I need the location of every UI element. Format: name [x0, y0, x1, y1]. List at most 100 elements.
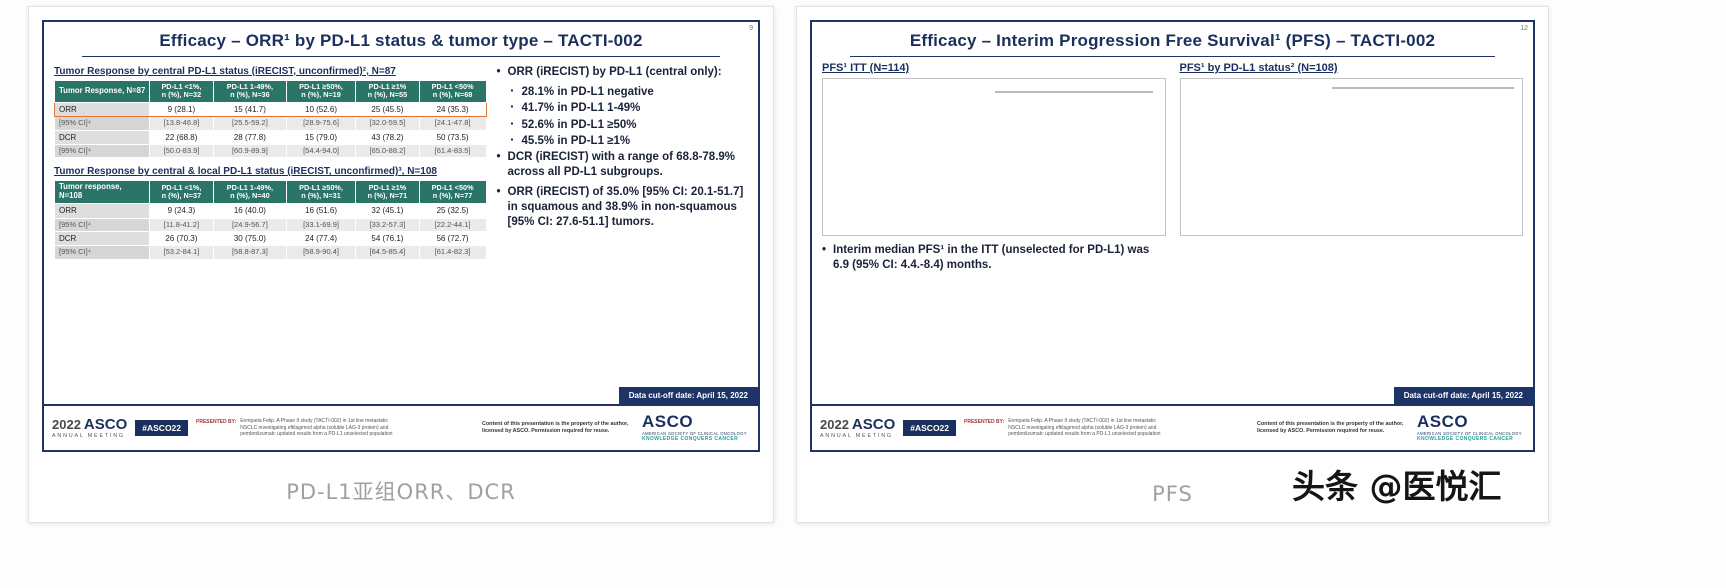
presented-by-text: Enriqueta Felip. A Phase II study (TACTI…	[1008, 418, 1161, 438]
slide-header: 12 Efficacy – Interim Progression Free S…	[812, 22, 1533, 57]
presented-by-label: PRESENTED BY:	[196, 419, 237, 426]
pdl1-bullet-block	[1182, 243, 1524, 273]
asco-society-text: AMERICAN SOCIETY OF CLINICAL ONCOLOGY	[642, 430, 747, 436]
row-header: [95% CI]⁴	[54, 245, 150, 260]
asco-tagline: KNOWLEDGE CONQUERS CANCER	[1417, 436, 1514, 443]
cell: 54 (76.1)	[355, 231, 420, 247]
row-header: [95% CI]⁴	[54, 115, 150, 131]
central-local-pdl1-response-table: Tumor response, N=108 PD-L1 <1%, n (%), N…	[54, 180, 487, 260]
asco-logo: ASCO AMERICAN SOCIETY OF CLINICAL ONCOLO…	[1417, 412, 1525, 443]
cell: [22.2-44.1]	[418, 217, 487, 233]
table-header-row: Tumor Response, N=87 PD-L1 <1%, n (%), N=…	[54, 80, 487, 103]
table-col-header: PD-L1 ≥1% n (%), N=71	[355, 180, 420, 205]
presented-by-block: PRESENTED BY: Enriqueta Felip. A Phase I…	[964, 418, 1162, 438]
row-header: DCR	[54, 129, 150, 145]
itt-bullet-block: Interim median PFS¹ in the ITT (unselect…	[822, 243, 1164, 273]
cell: 15 (41.7)	[212, 101, 287, 117]
cell: [24.1-47.8]	[418, 115, 487, 131]
footer-asco: ASCO	[83, 415, 128, 433]
slide-header: 9 Efficacy – ORR¹ by PD-L1 status & tumo…	[44, 22, 758, 57]
asco-logo-text: ASCO	[1417, 412, 1469, 432]
table-row: ORR 9 (28.1) 15 (41.7) 10 (52.6) 25 (45.5) 24…	[54, 101, 487, 117]
cell: [61.4-83.5]	[418, 143, 487, 159]
asco-tagline: KNOWLEDGE CONQUERS CANCER	[642, 436, 739, 443]
cell: [65.0-88.2]	[355, 143, 420, 159]
itt-km-chart	[844, 82, 1144, 232]
cell: [28.9-75.6]	[285, 115, 357, 131]
asco-annual-meeting-logo: 2022 ASCO ANNUAL MEETING	[820, 417, 895, 439]
table-col-header: PD-L1 <50% n (%), N=77	[418, 180, 487, 205]
table-row: [95% CI]⁴ [53.2-84.1] [58.8-87.3] [58.9-90.…	[54, 245, 487, 260]
asco-annual-meeting-logo: 2022 ASCO ANNUAL MEETING	[52, 417, 127, 439]
table-row: [95% CI]⁴ [50.0-83.9] [60.9-89.9] [54.4-94.…	[54, 143, 487, 159]
slide-footer: 2022 ASCO ANNUAL MEETING #ASCO22 PRESENT…	[812, 404, 1533, 450]
asco-logo-text: ASCO	[642, 412, 694, 432]
cell: [11.8-41.2]	[148, 217, 214, 233]
table2-caption: Tumor Response by central & local PD-L1 …	[54, 166, 437, 178]
cell: 22 (68.8)	[148, 129, 214, 145]
slide-body: Tumor Response by central PD-L1 status (…	[44, 57, 758, 404]
cell: [33.2-57.3]	[355, 217, 420, 233]
cell: [24.9-56.7]	[212, 217, 287, 233]
sub-bullet-item: 28.1% in PD-L1 negative	[511, 85, 748, 99]
itt-km-panel	[822, 78, 1166, 236]
table1-caption: Tumor Response by central PD-L1 status (…	[54, 66, 396, 77]
cell: [25.5-59.2]	[212, 115, 287, 131]
cell: 43 (78.2)	[355, 129, 420, 145]
footer-year: 2022	[52, 416, 81, 432]
presented-by-text: Enriqueta Felip. A Phase II study (TACTI…	[240, 418, 393, 438]
row-header: ORR	[54, 203, 150, 219]
cell: 56 (72.7)	[418, 231, 487, 247]
orr-slide: 9 Efficacy – ORR¹ by PD-L1 status & tumo…	[42, 20, 760, 452]
table-col-header: PD-L1 <1%, n (%), N=37	[148, 180, 214, 205]
cell: [13.8-46.8]	[148, 115, 214, 131]
table-col-header: PD-L1 ≥50%, n (%), N=31	[285, 180, 357, 205]
asco22-hashtag-badge: #ASCO22	[903, 420, 957, 436]
sub-bullet-item: 52.6% in PD-L1 ≥50%	[511, 118, 748, 132]
row-header: [95% CI]⁴	[54, 143, 150, 159]
cell: [61.4-82.3]	[418, 245, 487, 260]
presented-by-label: PRESENTED BY:	[964, 419, 1005, 426]
bullet-item: Interim median PFS¹ in the ITT (unselect…	[822, 243, 1164, 273]
slide-title: Efficacy – Interim Progression Free Surv…	[909, 31, 1436, 50]
cell: 24 (35.3)	[418, 101, 487, 117]
table-row: ORR 9 (24.3) 16 (40.0) 16 (51.6) 32 (45.1) 25…	[54, 203, 487, 219]
cell: 9 (28.1)	[148, 101, 214, 117]
pfs-slide: 12 Efficacy – Interim Progression Free S…	[810, 20, 1535, 452]
asco-society-text: AMERICAN SOCIETY OF CLINICAL ONCOLOGY	[1417, 430, 1522, 436]
card-caption-right: PFS	[1152, 482, 1193, 506]
cell: [33.1-69.9]	[285, 217, 357, 233]
pdl1-km-panel	[1179, 78, 1523, 236]
cell: [58.9-90.4]	[285, 245, 357, 260]
cell: 25 (32.5)	[418, 203, 487, 219]
sub-bullet-item: 45.5% in PD-L1 ≥1%	[511, 134, 748, 148]
card-caption-left: PD-L1亚组ORR、DCR	[286, 480, 516, 504]
table-corner-header: Tumor response, N=108	[54, 180, 150, 205]
sub-bullet-item: 41.7% in PD-L1 1-49%	[511, 101, 748, 115]
table-row: [95% CI]⁴ [13.8-46.8] [25.5-59.2] [28.9-75.…	[54, 115, 487, 131]
asco22-hashtag-badge: #ASCO22	[135, 420, 189, 436]
slide-footer: 2022 ASCO ANNUAL MEETING #ASCO22 PRESENT…	[44, 404, 758, 450]
tables-column: Tumor Response by central PD-L1 status (…	[54, 63, 487, 382]
asco-logo: ASCO AMERICAN SOCIETY OF CLINICAL ONCOLO…	[642, 412, 750, 443]
table-col-header: PD-L1 1-49%, n (%), N=40	[212, 180, 287, 205]
table-row: DCR 22 (68.8) 28 (77.8) 15 (79.0) 43 (78.2) 5…	[54, 129, 487, 145]
table-col-header: PD-L1 ≥50%, n (%), N=19	[285, 80, 357, 103]
table-row: [95% CI]⁴ [11.8-41.2] [24.9-56.7] [33.1-69.…	[54, 217, 487, 233]
footnotes	[54, 374, 487, 382]
table-corner-header: Tumor Response, N=87	[54, 80, 150, 103]
pdl1-km-chart	[1201, 82, 1501, 232]
cell: 10 (52.6)	[285, 101, 357, 117]
cell: 15 (79.0)	[285, 129, 357, 145]
cell: 24 (77.4)	[285, 231, 357, 247]
footer-asco: ASCO	[851, 415, 896, 433]
cell: 28 (77.8)	[212, 129, 287, 145]
cell: 30 (75.0)	[212, 231, 287, 247]
pdl1-chart-heading: PFS¹ by PD-L1 status² (N=108)	[1179, 62, 1338, 74]
itt-legend	[994, 91, 1153, 93]
table-col-header: PD-L1 1-49%, n (%), N=36	[212, 80, 287, 103]
table-row: DCR 26 (70.3) 30 (75.0) 24 (77.4) 54 (76.1) 5…	[54, 231, 487, 247]
row-header: ORR	[54, 101, 150, 117]
itt-chart-heading: PFS¹ ITT (N=114)	[822, 62, 910, 74]
row-header: [95% CI]⁴	[54, 217, 150, 233]
